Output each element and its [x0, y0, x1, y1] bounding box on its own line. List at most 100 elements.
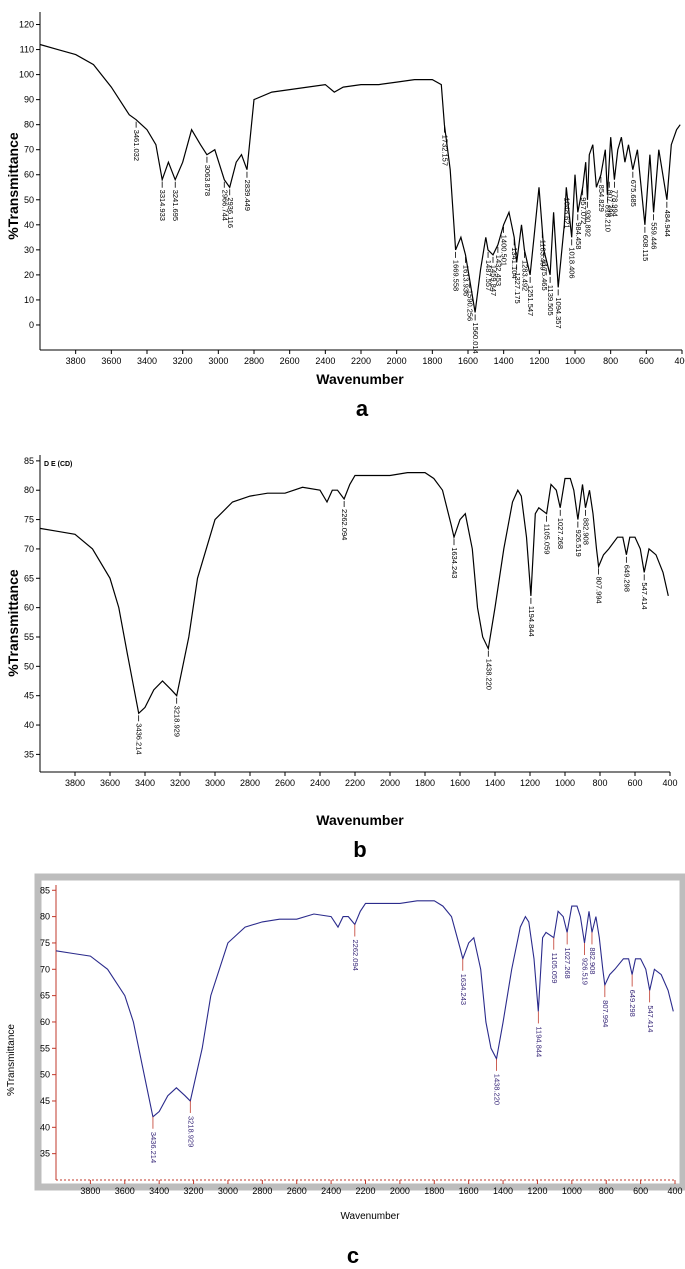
y-tick-label: 85 — [40, 885, 50, 895]
peak-label: 1027.268 — [563, 947, 572, 978]
peak-label: 1048.621 — [562, 197, 571, 228]
x-tick-label: 3400 — [135, 778, 155, 788]
x-tick-label: 1600 — [459, 1186, 479, 1196]
chart-a-y-axis-title: %Transmittance — [5, 132, 21, 240]
peak-label: 484.944 — [663, 210, 672, 237]
chart-c-y-axis-title: %Transmittance — [6, 1024, 17, 1096]
x-tick-label: 800 — [603, 356, 618, 366]
x-tick-label: 3400 — [137, 356, 157, 366]
y-tick-label: 60 — [24, 170, 34, 180]
peak-label: 2839.449 — [243, 180, 252, 211]
x-tick-label: 400 — [667, 1186, 682, 1196]
y-tick-label: 50 — [24, 195, 34, 205]
y-tick-label: 40 — [24, 220, 34, 230]
y-tick-label: 55 — [40, 1043, 50, 1053]
x-tick-label: 3400 — [149, 1186, 169, 1196]
y-tick-label: 30 — [24, 245, 34, 255]
y-tick-label: 50 — [40, 1070, 50, 1080]
y-tick-label: 100 — [19, 70, 34, 80]
y-tick-label: 60 — [24, 603, 34, 613]
peak-label: 675.685 — [629, 180, 638, 207]
x-tick-label: 2600 — [287, 1186, 307, 1196]
y-tick-label: 55 — [24, 632, 34, 642]
y-tick-label: 120 — [19, 20, 34, 30]
x-tick-label: 1800 — [422, 356, 442, 366]
y-tick-label: 35 — [40, 1149, 50, 1159]
peak-label: 1669.558 — [452, 260, 461, 291]
peak-label: 1560.014 — [471, 322, 480, 353]
x-tick-label: 1200 — [529, 356, 549, 366]
x-tick-label: 1400 — [493, 1186, 513, 1196]
peak-label: 807.799 — [605, 190, 614, 217]
peak-label: 1105.059 — [550, 953, 559, 984]
x-tick-label: 1400 — [494, 356, 514, 366]
x-tick-label: 2200 — [351, 356, 371, 366]
chart-b-spectrum-line — [39, 472, 669, 715]
x-tick-label: 1600 — [450, 778, 470, 788]
peak-label: 778.994 — [610, 190, 619, 217]
y-tick-label: 40 — [40, 1122, 50, 1132]
peak-label: 2262.094 — [351, 940, 360, 971]
peak-label: 547.414 — [640, 582, 649, 609]
y-tick-label: 65 — [40, 991, 50, 1001]
x-tick-label: 2000 — [390, 1186, 410, 1196]
y-tick-label: 80 — [24, 120, 34, 130]
peak-label: 2966.744 — [220, 190, 229, 221]
peak-label: 1487.557 — [484, 260, 493, 291]
x-tick-label: 2400 — [315, 356, 335, 366]
x-tick-label: 600 — [633, 1186, 648, 1196]
peak-label: 1094.357 — [554, 297, 563, 328]
x-tick-label: 1000 — [555, 778, 575, 788]
y-tick-label: 80 — [40, 912, 50, 922]
ftir-chart-b: D E (CD) 3800 3600 3400 3200 3000 2800 2600 240… — [5, 455, 678, 862]
peak-label: 1283.492 — [520, 260, 529, 291]
y-tick-label: 85 — [24, 456, 34, 466]
peak-label: 649.298 — [628, 990, 637, 1017]
peak-label: 3218.929 — [173, 706, 182, 737]
peak-label: 1432.453 — [494, 255, 503, 286]
x-tick-label: 2000 — [387, 356, 407, 366]
peak-label: 818.210 — [603, 205, 612, 232]
peak-label: 1634.243 — [459, 974, 468, 1005]
chart-c-panel-letter: c — [347, 1243, 359, 1268]
y-tick-label: 0 — [29, 320, 34, 330]
chart-a-panel-letter: a — [356, 396, 369, 421]
chart-c-x-axis-title: Wavenumber — [340, 1211, 400, 1222]
y-tick-label: 20 — [24, 270, 34, 280]
chart-c-frame — [34, 873, 685, 1191]
peak-label: 649.298 — [622, 565, 631, 592]
x-tick-label: 1800 — [424, 1186, 444, 1196]
peak-label: 3314.933 — [158, 190, 167, 221]
x-tick-label: 3000 — [208, 356, 228, 366]
x-tick-label: 800 — [592, 778, 607, 788]
x-tick-label: 1800 — [415, 778, 435, 788]
x-tick-label: 3000 — [218, 1186, 238, 1196]
peak-label: 882.908 — [581, 518, 590, 545]
y-tick-label: 50 — [24, 661, 34, 671]
x-tick-label: 2200 — [345, 778, 365, 788]
y-tick-label: 75 — [24, 515, 34, 525]
peak-label: 2262.094 — [340, 509, 349, 540]
y-tick-label: 45 — [40, 1096, 50, 1106]
x-tick-label: 3600 — [115, 1186, 135, 1196]
x-tick-label: 400 — [674, 356, 685, 366]
x-tick-label: 3200 — [170, 778, 190, 788]
y-tick-label: 90 — [24, 95, 34, 105]
peak-label: 1438.220 — [492, 1074, 501, 1105]
x-tick-label: 1400 — [485, 778, 505, 788]
peak-label: 547.414 — [646, 1005, 655, 1032]
y-tick-label: 35 — [24, 749, 34, 759]
x-tick-label: 2000 — [380, 778, 400, 788]
peak-label: 1139.505 — [546, 285, 555, 316]
x-tick-label: 2800 — [240, 778, 260, 788]
peak-label: 2936.116 — [226, 197, 235, 228]
x-tick-label: 3600 — [100, 778, 120, 788]
x-tick-label: 3200 — [184, 1186, 204, 1196]
y-tick-label: 60 — [40, 1017, 50, 1027]
peak-label: 1175.465 — [540, 260, 549, 291]
x-tick-label: 3800 — [65, 778, 85, 788]
y-tick-label: 70 — [40, 964, 50, 974]
peak-label: 3063.878 — [203, 165, 212, 196]
peak-label: 1251.547 — [526, 285, 535, 316]
x-tick-label: 3800 — [80, 1186, 100, 1196]
